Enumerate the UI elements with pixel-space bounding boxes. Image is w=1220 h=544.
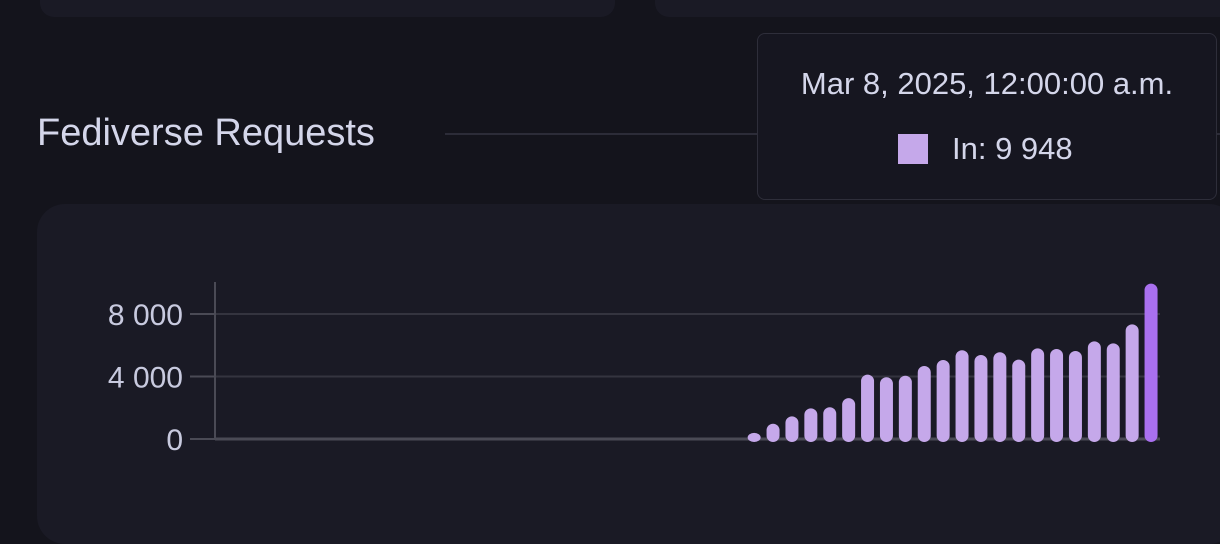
bar[interactable] bbox=[842, 398, 856, 442]
bar[interactable] bbox=[1050, 349, 1064, 442]
bar-chart[interactable]: 0 4 000 8 000 bbox=[0, 0, 1220, 521]
top-card-right bbox=[655, 0, 1220, 17]
bar[interactable] bbox=[1012, 359, 1026, 442]
bar[interactable] bbox=[993, 352, 1007, 442]
chart-tooltip: Mar 8, 2025, 12:00:00 a.m. In: 9 948 bbox=[757, 33, 1217, 200]
tooltip-date: Mar 8, 2025, 12:00:00 a.m. bbox=[800, 66, 1174, 101]
bar[interactable] bbox=[1031, 348, 1045, 442]
bar[interactable] bbox=[1106, 343, 1120, 442]
bar[interactable] bbox=[1087, 341, 1101, 442]
tooltip-value: In: 9 948 bbox=[952, 131, 1073, 166]
bar[interactable] bbox=[1144, 283, 1158, 442]
y-tick-label: 0 bbox=[166, 424, 183, 457]
bar[interactable] bbox=[955, 350, 969, 442]
section-title: Fediverse Requests bbox=[37, 112, 375, 154]
bar[interactable] bbox=[823, 407, 837, 442]
bar[interactable] bbox=[785, 416, 799, 442]
tooltip-swatch bbox=[898, 134, 928, 164]
tooltip-row: In: 9 948 bbox=[898, 131, 1073, 167]
top-card-left bbox=[40, 0, 615, 17]
bar[interactable] bbox=[861, 374, 875, 442]
bar[interactable] bbox=[1068, 351, 1082, 442]
bar[interactable] bbox=[804, 408, 818, 442]
bar[interactable] bbox=[974, 354, 988, 442]
bar[interactable] bbox=[1125, 324, 1139, 442]
bar[interactable] bbox=[879, 377, 893, 442]
bar[interactable] bbox=[898, 375, 912, 442]
bar[interactable] bbox=[917, 366, 931, 442]
bar[interactable] bbox=[766, 423, 780, 442]
y-tick-label: 4 000 bbox=[108, 362, 183, 395]
y-tick-label: 8 000 bbox=[108, 299, 183, 332]
bar[interactable] bbox=[747, 432, 761, 442]
bar[interactable] bbox=[936, 359, 950, 442]
